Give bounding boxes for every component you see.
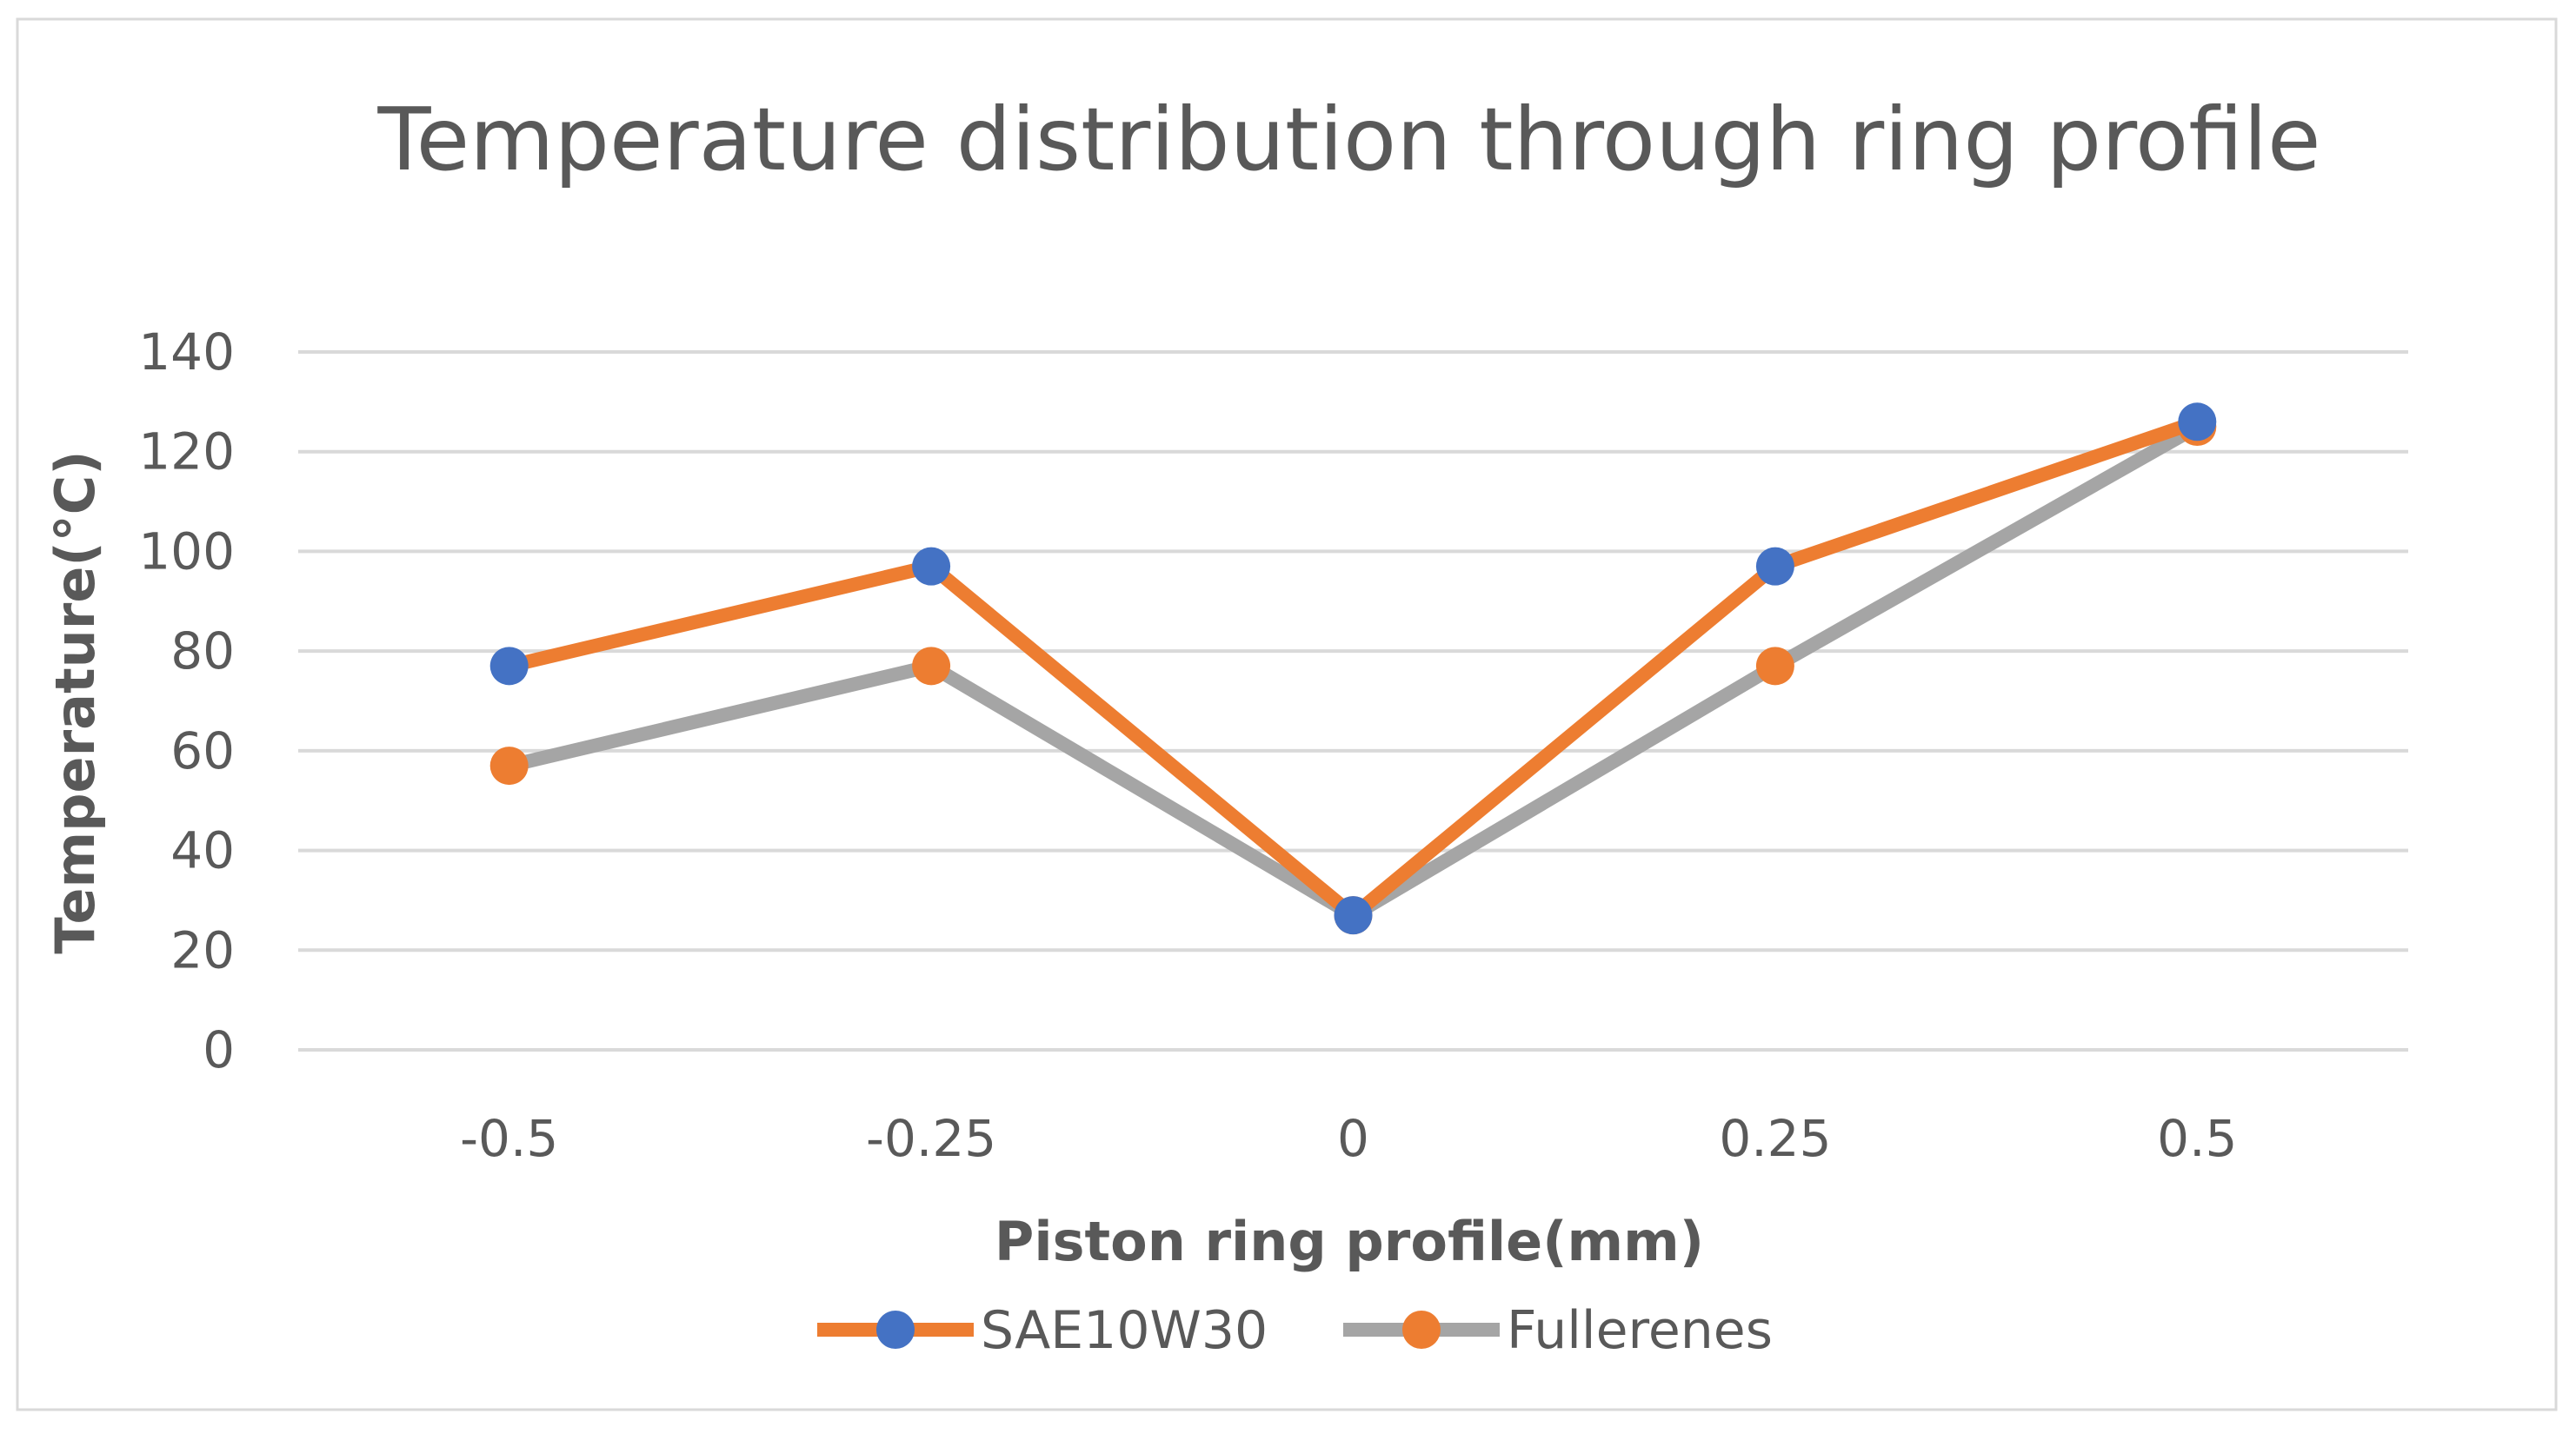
legend-label-fullerenes: Fullerenes <box>1507 1300 1773 1361</box>
y-tick-label: 120 <box>138 422 235 481</box>
data-point-fullerenes <box>489 747 529 786</box>
gridlines <box>298 350 2408 1052</box>
x-tick-label: 0.5 <box>2157 1109 2237 1168</box>
data-point-sae10w30 <box>1334 896 1373 935</box>
y-axis-label: Temperature(°C) <box>43 450 107 953</box>
data-point-fullerenes <box>1755 647 1794 686</box>
legend-marker-sae10w30 <box>876 1311 915 1349</box>
y-tick-label: 20 <box>170 920 235 979</box>
x-tick-label: -0.25 <box>866 1109 996 1168</box>
y-tick-label: 140 <box>138 322 235 382</box>
legend-marker-fullerenes <box>1402 1311 1441 1349</box>
x-tick-label: -0.5 <box>460 1109 558 1168</box>
data-point-fullerenes <box>912 647 951 686</box>
y-tick-label: 60 <box>170 721 235 780</box>
y-tick-label: 80 <box>170 621 235 680</box>
data-point-sae10w30 <box>489 647 529 686</box>
x-tick-label: 0 <box>1337 1109 1369 1168</box>
y-tick-label: 0 <box>203 1020 235 1079</box>
y-axis-ticks: 0 20 40 60 80 100 120 140 <box>138 322 235 1079</box>
series-layer <box>489 402 2217 935</box>
chart-border <box>16 17 2558 1411</box>
y-tick-label: 40 <box>170 821 235 880</box>
legend: SAE10W30 Fullerenes <box>817 1300 1773 1361</box>
legend-label-sae10w30: SAE10W30 <box>981 1300 1268 1361</box>
y-tick-label: 100 <box>138 521 235 581</box>
chart-title: Temperature distribution through ring pr… <box>376 89 2320 190</box>
data-point-sae10w30 <box>2178 402 2217 441</box>
x-axis-ticks: -0.5 -0.25 0 0.25 0.5 <box>460 1109 2237 1168</box>
data-point-sae10w30 <box>1755 547 1794 586</box>
data-point-sae10w30 <box>912 547 951 586</box>
x-tick-label: 0.25 <box>1719 1109 1831 1168</box>
x-axis-label: Piston ring profile(mm) <box>995 1210 1704 1273</box>
